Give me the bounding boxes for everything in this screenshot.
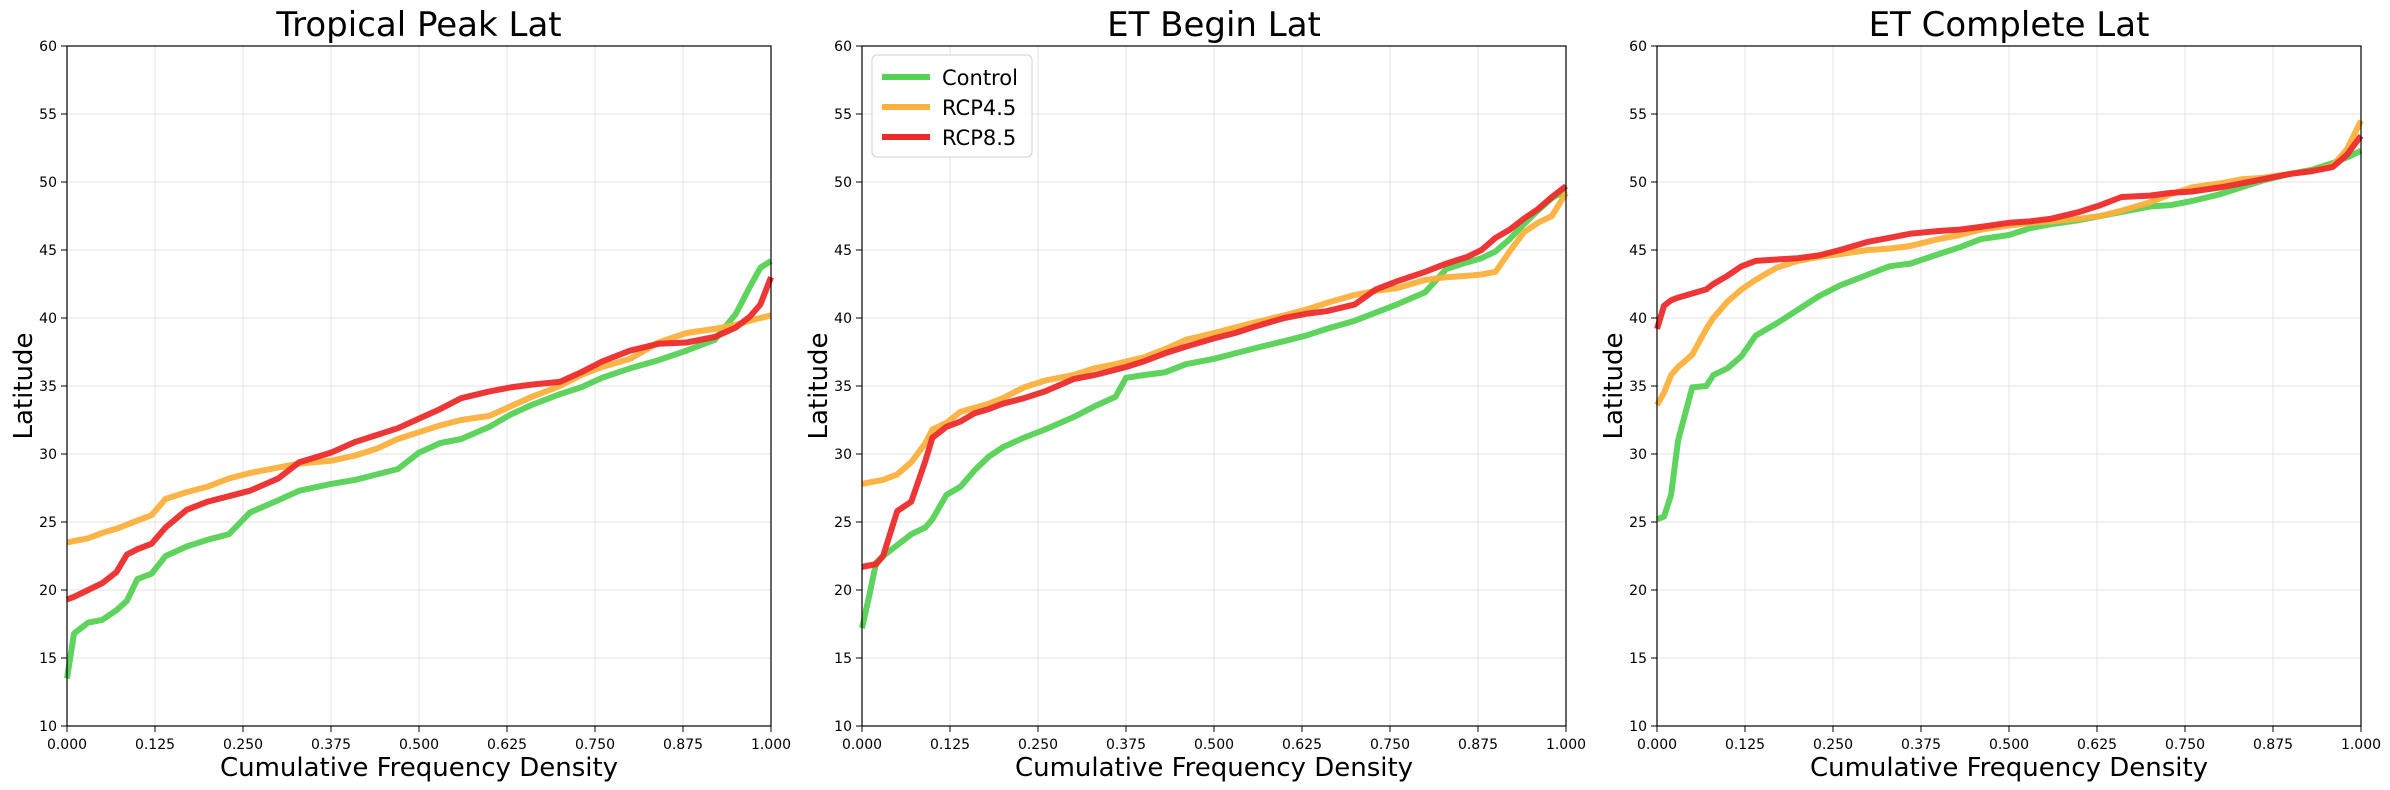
x-tick-label: 0.750 [575,737,615,753]
legend-label: Control [942,66,1018,90]
x-tick-label: 0.125 [135,737,175,753]
y-tick-label: 25 [1629,515,1647,531]
y-tick-label: 60 [1629,39,1647,55]
series-line-rcp45 [861,191,1569,487]
x-tick-label: 0.375 [1106,737,1146,753]
y-tick-label: 30 [39,447,57,463]
y-tick-label: 50 [834,175,852,191]
y-tick-label: 50 [39,175,57,191]
x-tick-label: 0.750 [2165,737,2205,753]
x-tick-label: 0.250 [1813,737,1853,753]
y-tick-label: 45 [1629,243,1647,259]
y-tick-label: 35 [1629,379,1647,395]
x-axis-label: Cumulative Frequency Density [220,753,618,783]
x-tick-label: 0.625 [2077,737,2117,753]
x-tick-label: 0.875 [663,737,703,753]
x-axis-label: Cumulative Frequency Density [1015,753,1413,783]
x-tick-label: 1.000 [2341,737,2381,753]
y-tick-label: 20 [834,583,852,599]
x-tick-label: 0.250 [1018,737,1058,753]
y-tick-label: 10 [39,719,57,735]
x-axis-label: Cumulative Frequency Density [1810,753,2208,783]
x-tick-label: 0.875 [1458,737,1498,753]
x-tick-label: 0.375 [311,737,351,753]
y-tick-label: 30 [1629,447,1647,463]
x-tick-label: 0.625 [1282,737,1322,753]
y-tick-label: 10 [1629,719,1647,735]
series-line-rcp45 [1654,119,2364,407]
y-axis-label: Latitude [9,332,39,439]
series-line-rcp85 [1654,134,2364,330]
series-line-rcp85 [65,276,774,603]
series-line-control [64,258,773,679]
y-tick-label: 25 [39,515,57,531]
legend-label: RCP8.5 [942,126,1016,150]
x-tick-label: 0.000 [842,737,882,753]
y-axis-label: Latitude [1599,332,1629,439]
legend: Control RCP4.5 RCP8.5 [871,54,1033,158]
x-tick-label: 0.125 [1725,737,1765,753]
x-tick-label: 0.125 [930,737,970,753]
x-tick-label: 1.000 [1546,737,1586,753]
grid [1656,45,2362,727]
x-tick-label: 0.375 [1901,737,1941,753]
chart-panel-2: 0.000 0.125 0.250 0.375 0.500 0.625 0.750 0.875… [804,5,1586,783]
legend-label: RCP4.5 [942,96,1016,120]
x-tick-label: 0.500 [1194,737,1234,753]
y-tick-label: 25 [834,515,852,531]
y-tick-label: 10 [834,719,852,735]
x-tick-label: 1.000 [751,737,791,753]
y-tick-label: 35 [834,379,852,395]
y-tick-label: 15 [1629,651,1647,667]
x-tick-label: 0.625 [487,737,527,753]
y-tick-label: 30 [834,447,852,463]
y-tick-label: 20 [39,583,57,599]
x-tick-label: 0.750 [1370,737,1410,753]
y-tick-label: 60 [834,39,852,55]
x-tick-label: 0.500 [1989,737,2029,753]
y-tick-label: 45 [834,243,852,259]
y-tick-label: 20 [1629,583,1647,599]
series-line-control [1655,147,2363,523]
legend-box [871,54,1033,158]
y-tick-label: 35 [39,379,57,395]
y-tick-label: 55 [39,107,57,123]
x-tick-label: 0.000 [1637,737,1677,753]
x-tick-label: 0.000 [47,737,87,753]
chart-title: ET Begin Lat [1107,5,1321,45]
y-tick-label: 45 [39,243,57,259]
x-tick-label: 0.500 [399,737,439,753]
y-tick-label: 15 [39,651,57,667]
grid [66,45,772,727]
y-tick-label: 15 [834,651,852,667]
y-tick-label: 55 [834,107,852,123]
y-axis-label: Latitude [804,332,834,439]
series-line-control [859,187,1568,629]
x-tick-label: 0.250 [223,737,263,753]
chart-panel-3: 0.000 0.125 0.250 0.375 0.500 0.625 0.750 0.875… [1599,5,2381,783]
y-tick-label: 40 [1629,311,1647,327]
chart-title: Tropical Peak Lat [275,5,561,45]
chart-panel-1: 0.000 0.125 0.250 0.375 0.500 0.625 0.750 0.875… [9,5,791,783]
y-tick-label: 50 [1629,175,1647,191]
x-tick-label: 0.875 [2253,737,2293,753]
y-tick-label: 40 [39,311,57,327]
chart-title: ET Complete Lat [1869,5,2150,45]
series-line-rcp85 [861,183,1568,570]
y-tick-label: 60 [39,39,57,55]
y-tick-label: 55 [1629,107,1647,123]
y-tick-label: 40 [834,311,852,327]
